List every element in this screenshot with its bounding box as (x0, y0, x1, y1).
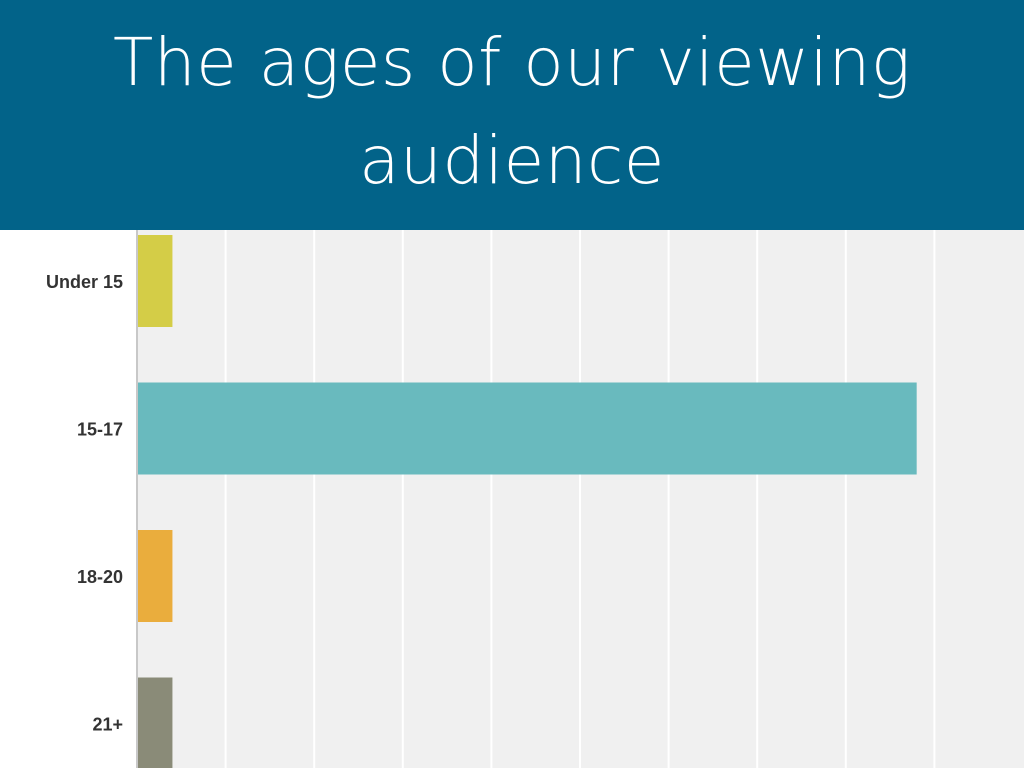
category-label: 21+ (92, 715, 123, 735)
category-label: 18-20 (77, 567, 123, 587)
bar-21- (137, 677, 173, 768)
bar-chart: Under 15 15-17 18-20 21+ (46, 230, 1024, 768)
bar-18-20 (137, 530, 173, 622)
bar-15-17 (137, 382, 917, 475)
bars (137, 235, 917, 768)
page-title: The ages of our viewing audience (113, 24, 911, 199)
category-label: 15-17 (77, 420, 123, 440)
category-labels: Under 15 15-17 18-20 21+ (46, 272, 123, 735)
bar-under-15 (137, 235, 173, 327)
category-label: Under 15 (46, 272, 123, 292)
title-banner: The ages of our viewing audience (0, 0, 1024, 230)
chart-area: Under 15 15-17 18-20 21+ (0, 230, 1024, 768)
gridlines (224, 230, 936, 768)
